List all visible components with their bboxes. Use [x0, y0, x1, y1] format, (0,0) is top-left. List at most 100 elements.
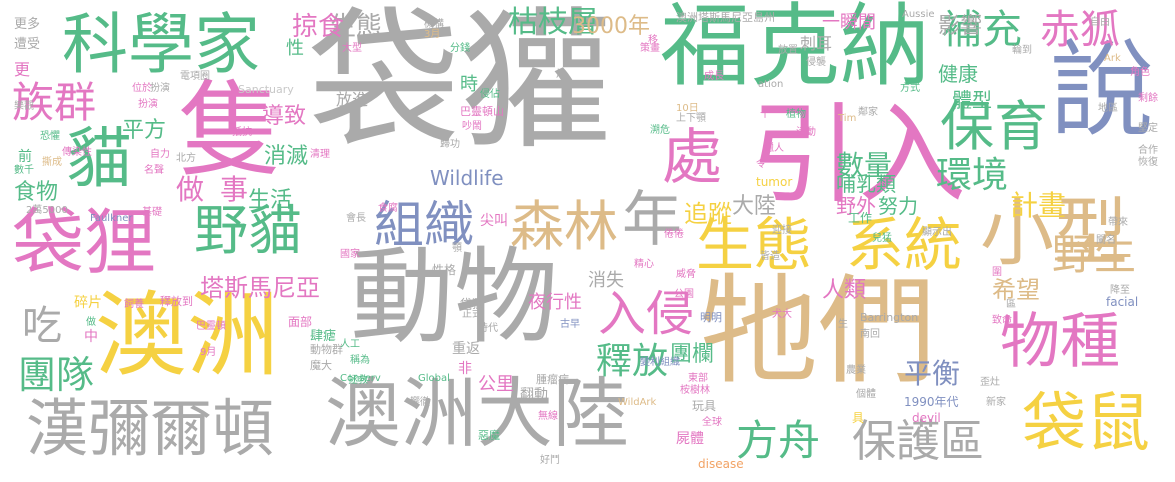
cloud-word: 一瞬間: [822, 12, 876, 33]
cloud-word: 響徹: [410, 397, 430, 408]
cloud-word: 清理: [310, 149, 330, 160]
cloud-word: 屍體: [676, 431, 704, 447]
cloud-word: 科學家: [62, 6, 260, 83]
cloud-word: 補充: [942, 7, 1022, 53]
cloud-word: 性格: [432, 263, 457, 277]
cloud-word: 9月: [200, 347, 217, 358]
cloud-word: 腫瘤病: [536, 373, 569, 386]
cloud-word: Global: [418, 373, 450, 384]
cloud-word: 袋狸: [12, 200, 157, 284]
cloud-word: 放置: [778, 45, 798, 56]
cloud-word: 會長: [346, 213, 366, 224]
cloud-word: 遭受: [14, 37, 41, 52]
cloud-word: 獵人: [764, 143, 784, 154]
cloud-word: 袋鼠: [1022, 387, 1150, 461]
cloud-word: 重返: [452, 341, 480, 357]
cloud-word: 3月: [424, 29, 441, 40]
cloud-word: 更多: [14, 17, 41, 32]
cloud-word: ation: [758, 79, 784, 90]
cloud-word: 堅定: [1138, 123, 1158, 134]
cloud-word: 袋獵: [460, 297, 485, 311]
cloud-word: 做: [86, 317, 96, 328]
cloud-word: 追蹤: [684, 200, 732, 228]
cloud-word: 恐懼: [40, 131, 60, 142]
cloud-word: 事: [220, 173, 249, 206]
cloud-word: 保育: [940, 95, 1048, 158]
cloud-word: 消失: [588, 270, 624, 291]
cloud-word: 移: [648, 35, 658, 46]
cloud-word: 扮演: [150, 83, 170, 94]
cloud-word: 更: [14, 60, 31, 79]
cloud-word: 皆造: [760, 251, 780, 262]
cloud-word: 計畫: [1010, 189, 1067, 222]
cloud-word: 生活: [248, 188, 293, 213]
cloud-word: 迎接: [772, 225, 792, 236]
cloud-word: 森林: [510, 195, 618, 258]
cloud-word: 10日: [676, 103, 699, 114]
cloud-word: 食腐: [378, 203, 398, 214]
cloud-word: Tim: [838, 113, 857, 124]
cloud-word: 倦倦: [664, 229, 684, 240]
cloud-word: 處: [662, 123, 722, 193]
cloud-word: devil: [912, 411, 941, 425]
cloud-word: 非: [458, 361, 472, 377]
cloud-word: 組織: [374, 196, 474, 254]
cloud-word: 變利組織: [640, 357, 680, 368]
cloud-word: 公里: [478, 374, 514, 395]
cloud-word: 3000年: [572, 14, 650, 39]
cloud-word: 努力: [878, 194, 918, 218]
cloud-word: 位於: [132, 83, 152, 94]
cloud-word: 塔斯馬尼亞: [200, 274, 320, 302]
cloud-word: 健康: [938, 62, 978, 86]
cloud-word: 吵鬧: [462, 121, 482, 132]
cloud-word: 平衡: [904, 357, 961, 390]
cloud-word: 剩餘: [1138, 93, 1158, 104]
cloud-word: 牠們: [700, 262, 937, 400]
cloud-word: 稱為: [350, 355, 370, 366]
cloud-word: Aussie: [902, 9, 935, 20]
cloud-word: 抵抗: [232, 127, 252, 138]
cloud-word: 前: [18, 149, 32, 165]
cloud-word: 方舟: [736, 416, 821, 465]
cloud-word: 掠食: [292, 12, 345, 42]
cloud-word: 澳洲塔斯馬尼亞島州: [676, 11, 775, 24]
cloud-word: 精心: [634, 259, 654, 270]
cloud-word: 放進: [336, 90, 369, 109]
cloud-word: 入侵: [598, 286, 695, 342]
cloud-word: 希望: [992, 276, 1040, 304]
cloud-word: 影響: [938, 14, 983, 39]
cloud-word: 平方: [122, 118, 167, 143]
cloud-word: 翻動: [520, 387, 548, 403]
cloud-word: 巴靈頓: [196, 321, 226, 332]
cloud-word: 物種: [1000, 307, 1120, 377]
cloud-word: 消滅: [264, 144, 309, 169]
cloud-word: 樂觀: [14, 101, 34, 112]
cloud-word: 袋獾: [308, 0, 612, 170]
cloud-word: 地區: [1098, 103, 1118, 114]
cloud-word: 東部: [688, 373, 708, 384]
cloud-word: 溯危: [650, 125, 670, 136]
cloud-word: 無線: [538, 411, 558, 422]
cloud-word: 策畫: [640, 43, 660, 54]
cloud-word: 生態: [696, 211, 813, 279]
cloud-word: 年: [622, 185, 682, 255]
cloud-word: 角色: [1130, 67, 1150, 78]
cloud-word: 自由: [1090, 17, 1110, 28]
cloud-word: Wildlife: [430, 166, 504, 190]
cloud-word: 生: [838, 319, 848, 330]
cloud-word: 正式: [462, 309, 482, 320]
cloud-word: 保護區: [852, 416, 984, 467]
cloud-word: 玩具: [692, 399, 717, 413]
cloud-word: 輪到: [1012, 45, 1032, 56]
cloud-word: 明明: [700, 311, 722, 324]
cloud-word: 顎: [452, 243, 462, 254]
cloud-word: 公園: [674, 289, 694, 300]
cloud-word: 數千: [14, 165, 34, 176]
cloud-word: 大陸: [732, 194, 777, 219]
cloud-word: 肆瘧: [310, 329, 337, 344]
cloud-word: 貓: [66, 120, 132, 197]
cloud-word: 澳洲: [95, 282, 280, 389]
cloud-word: 福克納: [660, 0, 930, 99]
cloud-word: 野外: [836, 194, 876, 218]
